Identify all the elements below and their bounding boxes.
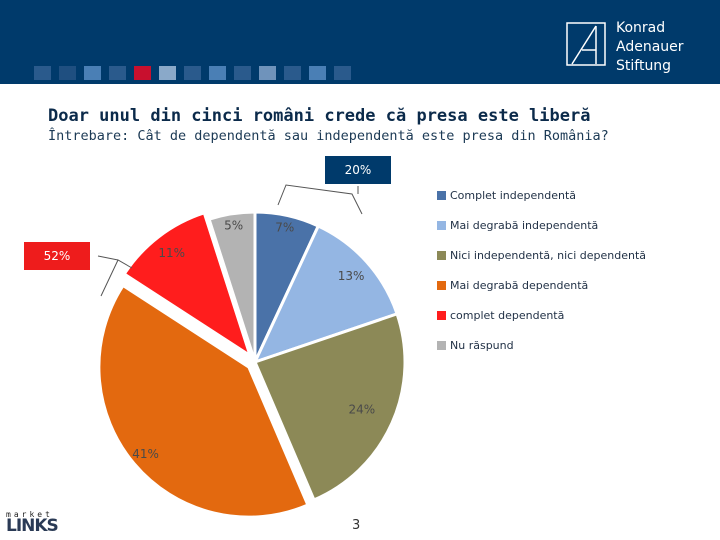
brand-name: Konrad Adenauer Stiftung (616, 19, 684, 76)
stripe-square (334, 66, 351, 80)
slice-label: 5% (224, 219, 243, 233)
legend-item: Mai degrabă independentă (437, 210, 646, 240)
brand-line: Adenauer (616, 39, 684, 55)
stripe-square (34, 66, 51, 80)
legend-item: Mai degrabă dependentă (437, 270, 646, 300)
brand-line: Konrad (616, 20, 666, 36)
stripe-square (184, 66, 201, 80)
stripe-square (159, 66, 176, 80)
legend-label: Mai degrabă dependentă (450, 278, 589, 292)
slice-label: 41% (132, 447, 159, 461)
legend-swatch (437, 190, 446, 200)
stripe-square (84, 66, 101, 80)
legend-swatch (437, 220, 446, 230)
group-badge-dependent: 52% (24, 242, 90, 270)
legend-swatch (437, 340, 446, 350)
legend-item: complet dependentă (437, 300, 646, 330)
pie-slice (252, 311, 407, 502)
slice-label: 13% (338, 269, 365, 283)
pie-slice (207, 210, 257, 363)
pie-slice (252, 224, 399, 365)
stripe-square (259, 66, 276, 80)
stripe-square (234, 66, 251, 80)
group-bracket (277, 184, 363, 215)
slide-subtitle: Întrebare: Cât de dependentă sau indepen… (48, 128, 609, 144)
slice-label: 24% (348, 403, 375, 417)
chart-legend: Complet independentă Mai degrabă independ… (437, 180, 646, 360)
legend-item: Complet independentă (437, 180, 646, 210)
pie-slice (97, 283, 310, 519)
group-badge-independent: 20% (325, 156, 391, 184)
brand-line: Stiftung (616, 58, 672, 74)
legend-label: complet dependentă (450, 308, 565, 322)
footer-logo-top: market (6, 510, 53, 519)
legend-item: Nu răspund (437, 330, 646, 360)
stripe-square (134, 66, 151, 80)
footer-logo-bottom: LINKS (6, 516, 59, 536)
legend-label: Nici independentă, nici dependentă (450, 248, 647, 262)
legend-swatch (437, 280, 446, 290)
legend-label: Complet independentă (450, 188, 577, 202)
legend-label: Nu răspund (450, 338, 514, 352)
stripe-square (284, 66, 301, 80)
kas-logo-icon (566, 22, 606, 66)
legend-item: Nici independentă, nici dependentă (437, 240, 646, 270)
stripe-square (109, 66, 126, 80)
stripe-square (209, 66, 226, 80)
header-banner: Konrad Adenauer Stiftung (0, 0, 720, 84)
pie-chart: 7% 13% 24% 41% 11% 5% (97, 184, 407, 519)
legend-swatch (437, 250, 446, 260)
stripe-square (59, 66, 76, 80)
slice-label: 11% (158, 246, 185, 260)
pie-slice (122, 210, 253, 360)
legend-swatch (437, 310, 446, 320)
legend-label: Mai degrabă independentă (450, 218, 599, 232)
slice-label: 7% (275, 220, 294, 234)
group-bracket (97, 255, 119, 261)
stripe-square (309, 66, 326, 80)
slide-title: Doar unul din cinci români crede că pres… (48, 106, 591, 126)
page-number: 3 (352, 518, 361, 533)
